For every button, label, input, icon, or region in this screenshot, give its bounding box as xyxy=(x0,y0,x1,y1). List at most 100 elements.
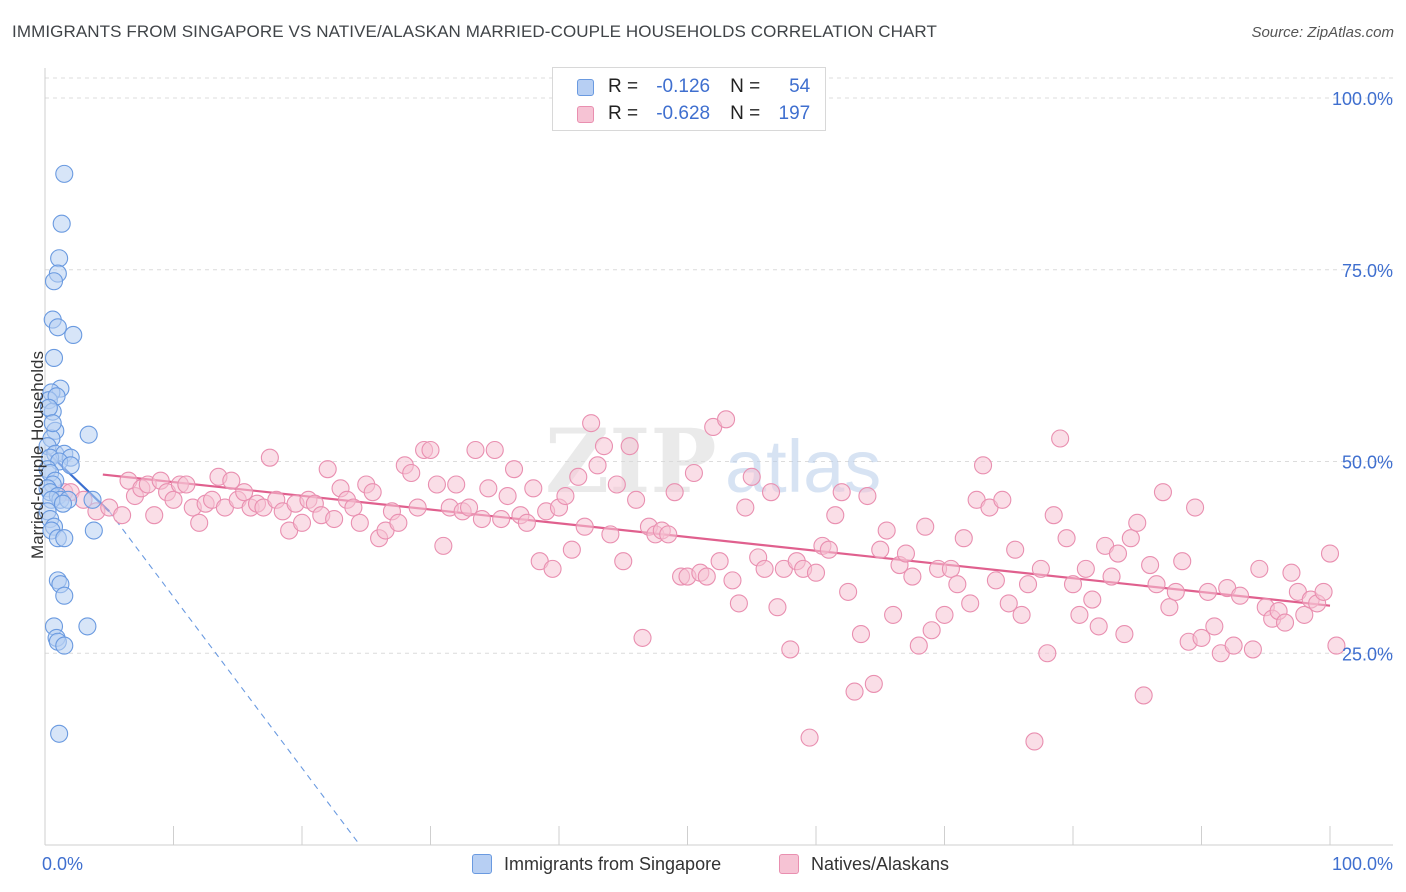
point-natives-alaskans xyxy=(459,498,479,517)
point-natives-alaskans xyxy=(665,483,684,502)
point-natives-alaskans xyxy=(543,559,562,578)
point-singapore xyxy=(55,636,74,655)
point-natives-alaskans xyxy=(434,536,453,555)
series-name: Immigrants from Singapore xyxy=(504,853,722,874)
bottom-legend-singapore[interactable]: Immigrants from Singapore xyxy=(472,852,721,876)
point-natives-alaskans xyxy=(761,483,781,502)
point-singapore xyxy=(55,586,74,605)
point-natives-alaskans xyxy=(941,559,960,578)
point-natives-alaskans xyxy=(1115,625,1134,644)
point-natives-alaskans xyxy=(1076,559,1095,578)
point-natives-alaskans xyxy=(402,463,421,483)
point-natives-alaskans xyxy=(113,506,132,525)
point-singapore xyxy=(84,521,103,540)
point-natives-alaskans xyxy=(1057,529,1076,548)
point-natives-alaskans xyxy=(1320,544,1340,563)
point-natives-alaskans xyxy=(325,509,344,529)
point-natives-alaskans xyxy=(1108,544,1128,563)
point-natives-alaskans xyxy=(781,640,800,659)
point-natives-alaskans xyxy=(716,410,736,429)
legend-r-value: -0.628 xyxy=(656,103,711,124)
point-natives-alaskans xyxy=(948,575,967,594)
point-natives-alaskans xyxy=(1025,732,1044,751)
legend-r-label: R = xyxy=(608,103,639,124)
point-natives-alaskans xyxy=(845,682,864,701)
point-natives-alaskans xyxy=(851,625,871,644)
point-natives-alaskans xyxy=(710,552,729,571)
y-tick-label: 75.0% xyxy=(1342,261,1393,281)
point-singapore xyxy=(55,164,74,183)
point-natives-alaskans xyxy=(1327,636,1346,655)
point-natives-alaskans xyxy=(1173,552,1192,571)
point-natives-alaskans xyxy=(993,490,1012,509)
y-tick-label: 50.0% xyxy=(1342,453,1393,473)
point-natives-alaskans xyxy=(1089,617,1108,636)
point-natives-alaskans xyxy=(1070,605,1089,624)
legend-n-value: 197 xyxy=(778,103,811,124)
point-natives-alaskans xyxy=(575,517,594,536)
series-swatch-pink xyxy=(779,854,799,874)
point-natives-alaskans xyxy=(922,621,941,640)
point-natives-alaskans xyxy=(421,440,440,460)
point-natives-alaskans xyxy=(601,525,620,544)
point-natives-alaskans xyxy=(350,513,369,532)
point-natives-alaskans xyxy=(1141,555,1160,575)
point-natives-alaskans xyxy=(697,567,716,586)
point-natives-alaskans xyxy=(1250,559,1269,578)
point-singapore xyxy=(64,325,83,344)
point-natives-alaskans xyxy=(1231,586,1250,605)
point-natives-alaskans xyxy=(961,594,980,613)
point-natives-alaskans xyxy=(999,594,1018,613)
legend-n-value: 54 xyxy=(789,76,811,97)
point-natives-alaskans xyxy=(145,506,164,525)
point-natives-alaskans xyxy=(1031,559,1050,578)
point-natives-alaskans xyxy=(627,490,646,509)
point-natives-alaskans xyxy=(389,513,408,532)
point-natives-alaskans xyxy=(1224,636,1243,655)
point-singapore xyxy=(43,414,62,433)
point-natives-alaskans xyxy=(1205,617,1224,636)
point-singapore xyxy=(50,249,69,268)
point-natives-alaskans xyxy=(177,475,196,494)
point-natives-alaskans xyxy=(190,513,209,532)
point-natives-alaskans xyxy=(498,486,517,506)
legend-n-label: N = xyxy=(730,76,761,97)
point-natives-alaskans xyxy=(569,467,588,486)
legend-swatch-blue xyxy=(577,78,594,96)
point-natives-alaskans xyxy=(1018,575,1038,594)
series-swatch-blue xyxy=(472,854,492,874)
bottom-legend-natives[interactable]: Natives/Alaskans xyxy=(779,852,949,876)
point-natives-alaskans xyxy=(607,475,626,494)
data-points xyxy=(38,164,1346,751)
point-natives-alaskans xyxy=(235,483,254,502)
point-singapore xyxy=(48,318,67,337)
point-natives-alaskans xyxy=(1243,640,1262,659)
point-natives-alaskans xyxy=(363,483,382,502)
point-natives-alaskans xyxy=(896,544,916,563)
y-tick-label: 25.0% xyxy=(1342,644,1393,664)
point-natives-alaskans xyxy=(973,456,993,475)
point-natives-alaskans xyxy=(1121,529,1140,548)
point-natives-alaskans xyxy=(723,571,742,590)
point-natives-alaskans xyxy=(659,525,678,544)
point-natives-alaskans xyxy=(1166,582,1185,601)
point-natives-alaskans xyxy=(1051,429,1070,448)
point-natives-alaskans xyxy=(864,674,883,693)
point-natives-alaskans xyxy=(916,517,935,536)
point-natives-alaskans xyxy=(408,498,427,517)
point-natives-alaskans xyxy=(1102,567,1121,586)
point-singapore xyxy=(55,529,74,548)
point-natives-alaskans xyxy=(1186,498,1205,517)
point-natives-alaskans xyxy=(344,498,363,517)
point-natives-alaskans xyxy=(871,540,890,559)
point-natives-alaskans xyxy=(806,563,826,582)
point-natives-alaskans xyxy=(1038,644,1057,663)
legend-swatch-pink xyxy=(577,105,594,123)
point-natives-alaskans xyxy=(447,475,466,494)
point-singapore xyxy=(44,348,64,368)
point-natives-alaskans xyxy=(1012,605,1031,624)
point-singapore xyxy=(52,214,71,233)
legend-row-singapore: R = -0.126 N = 54 xyxy=(577,74,810,100)
source-credit: Source: ZipAtlas.com xyxy=(1251,24,1394,41)
point-natives-alaskans xyxy=(1275,613,1295,632)
